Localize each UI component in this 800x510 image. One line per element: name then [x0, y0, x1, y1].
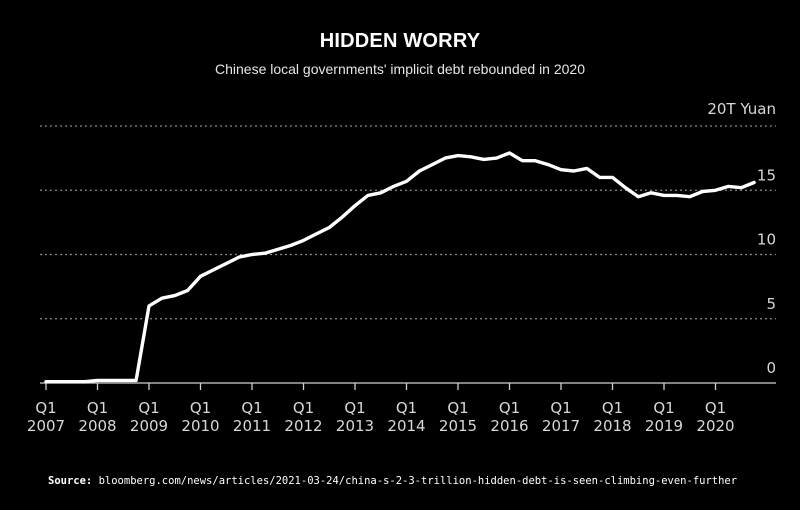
y-tick-label: 10: [757, 231, 776, 249]
x-tick-year: 2011: [233, 417, 271, 435]
y-tick-label: 5: [766, 295, 776, 313]
x-tick-quarter: Q1: [241, 399, 262, 417]
x-tick-quarter: Q1: [550, 399, 571, 417]
series-layer: [44, 151, 756, 384]
chart-title: HIDDEN WORRY: [319, 30, 481, 52]
x-tick-quarter: Q1: [499, 399, 520, 417]
x-tick-quarter: Q1: [344, 399, 365, 417]
series-line: [44, 151, 756, 384]
x-axis-ticks: Q12007Q12008Q12009Q12010Q12011Q12012Q120…: [27, 383, 735, 435]
x-tick-year: 2008: [78, 417, 116, 435]
chart-subtitle: Chinese local governments' implicit debt…: [214, 61, 585, 77]
x-tick-quarter: Q1: [396, 399, 417, 417]
x-tick-quarter: Q1: [35, 399, 56, 417]
x-tick-year: 2020: [696, 417, 734, 435]
y-axis-unit-label: 20T Yuan: [707, 100, 776, 118]
x-tick-quarter: Q1: [447, 399, 468, 417]
x-tick-quarter: Q1: [602, 399, 623, 417]
x-tick-year: 2014: [387, 417, 425, 435]
x-tick-year: 2018: [593, 417, 631, 435]
x-tick-quarter: Q1: [705, 399, 726, 417]
y-tick-label: 15: [757, 166, 776, 184]
x-tick-quarter: Q1: [190, 399, 211, 417]
x-tick-quarter: Q1: [653, 399, 674, 417]
source-url: bloomberg.com/news/articles/2021-03-24/c…: [98, 475, 738, 487]
x-tick-year: 2015: [439, 417, 477, 435]
x-tick-quarter: Q1: [293, 399, 314, 417]
y-axis-ticks: 0 5 10 15: [757, 166, 776, 377]
source-label: Source:: [48, 475, 93, 487]
gridlines: [40, 125, 776, 320]
x-tick-year: 2017: [542, 417, 580, 435]
x-tick-year: 2013: [336, 417, 374, 435]
x-tick-quarter: Q1: [138, 399, 159, 417]
x-tick-quarter: Q1: [87, 399, 108, 417]
x-tick-year: 2012: [284, 417, 322, 435]
x-tick-year: 2007: [27, 417, 65, 435]
x-tick-year: 2016: [490, 417, 528, 435]
x-tick-year: 2010: [181, 417, 219, 435]
x-tick-year: 2009: [130, 417, 168, 435]
source-note: Source: bloomberg.com/news/articles/2021…: [48, 475, 737, 487]
x-tick-year: 2019: [645, 417, 683, 435]
y-tick-label: 0: [766, 359, 776, 377]
